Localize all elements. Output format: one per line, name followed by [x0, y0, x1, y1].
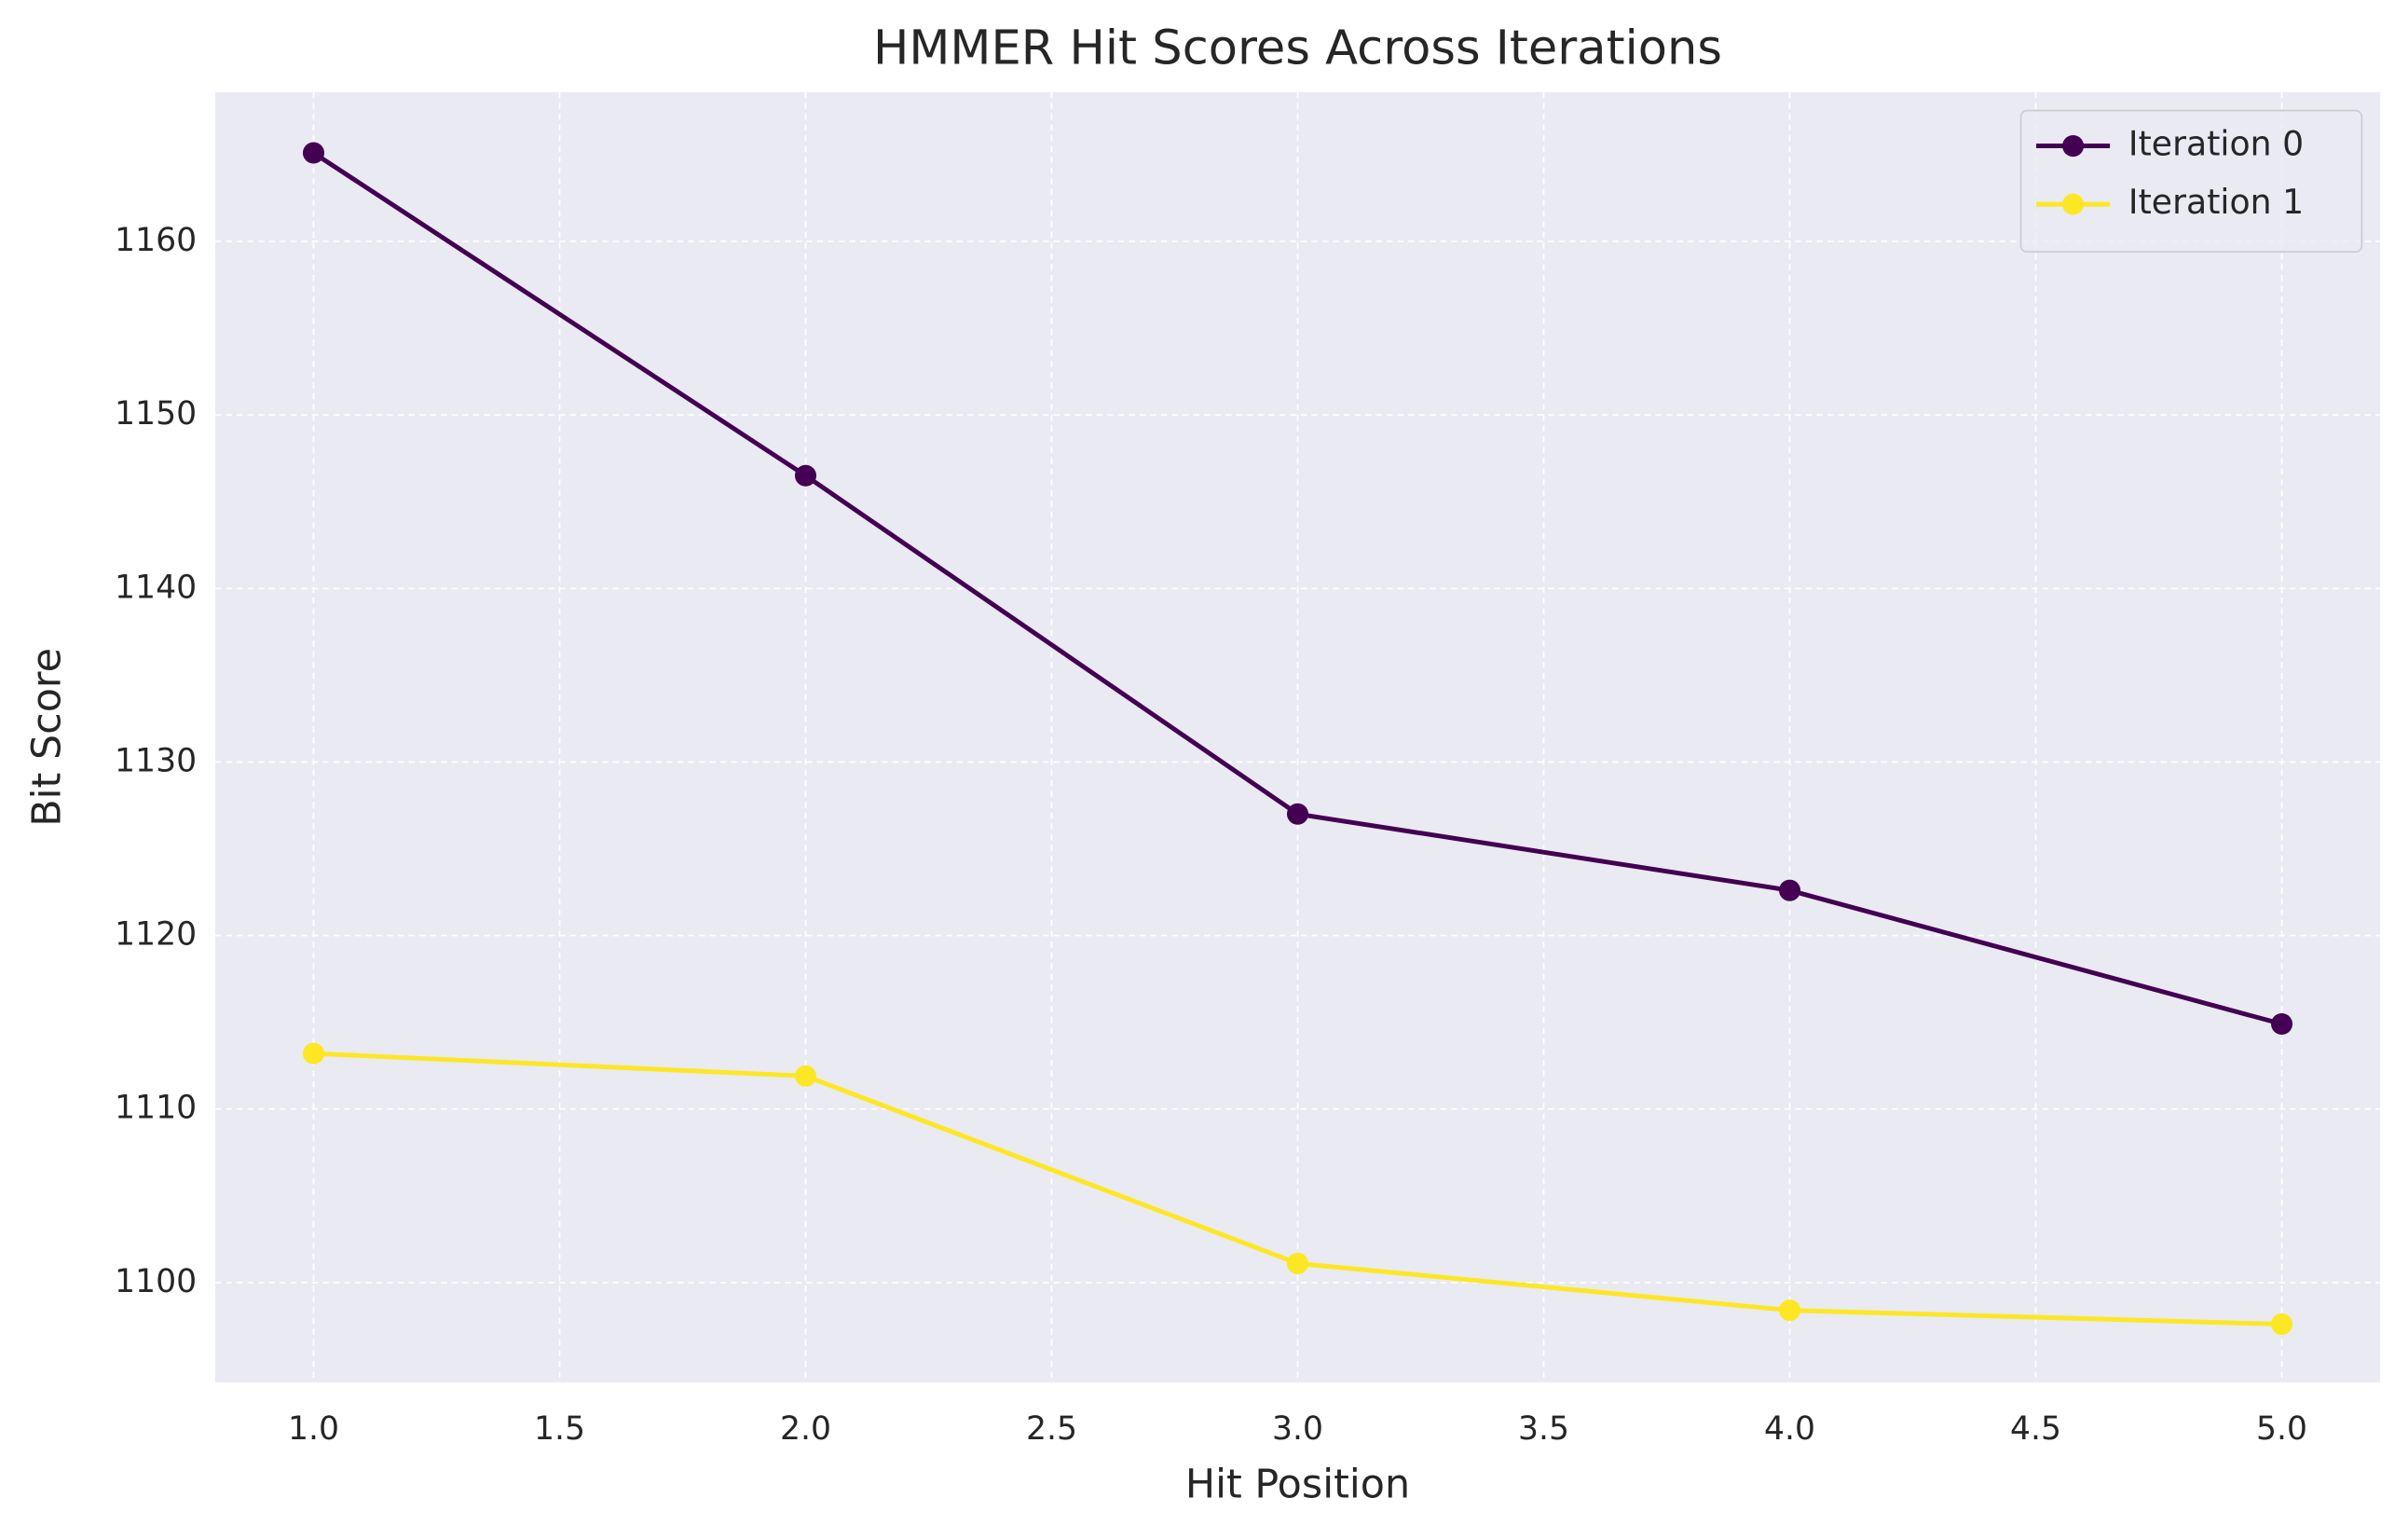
x-tick-label: 1.0 — [288, 1410, 339, 1448]
y-tick-label: 1150 — [115, 395, 197, 433]
data-point — [302, 142, 325, 164]
x-tick-label: 3.5 — [1518, 1410, 1569, 1448]
data-point — [1778, 1299, 1801, 1322]
y-tick-label: 1110 — [115, 1090, 197, 1127]
y-tick-label: 1120 — [115, 916, 197, 954]
data-point — [1286, 1252, 1309, 1274]
data-point — [1778, 879, 1801, 901]
grid: 1100 1110 1120 1130 1140 1150 1160 1.0 1.5 2.0 2.5… — [115, 91, 2381, 1448]
lines — [302, 142, 2293, 1336]
data-point — [794, 1065, 817, 1087]
legend: Iteration 0 Iteration 1 — [2019, 109, 2363, 254]
x-tick-label: 3.0 — [1272, 1410, 1323, 1448]
y-tick-label: 1130 — [115, 742, 197, 779]
legend-marker — [2062, 134, 2085, 158]
x-axis-label: Hit Position — [1185, 1461, 1410, 1507]
x-tick-label: 4.5 — [2010, 1410, 2061, 1448]
y-tick-label: 1100 — [115, 1263, 197, 1300]
x-tick-label: 2.5 — [1026, 1410, 1077, 1448]
x-tick-label: 5.0 — [2256, 1410, 2307, 1448]
chart-title: HMMER Hit Scores Across Iterations — [873, 21, 1722, 76]
data-point — [302, 1042, 325, 1065]
y-tick-label: 1160 — [115, 222, 197, 259]
y-tick-label: 1140 — [115, 569, 197, 606]
data-point — [794, 464, 817, 487]
legend-label: Iteration 0 — [2128, 124, 2304, 164]
data-point — [2271, 1313, 2293, 1336]
x-tick-label: 1.5 — [534, 1410, 585, 1448]
plot-area — [214, 91, 2381, 1382]
data-point — [1286, 803, 1309, 825]
x-tick-label: 2.0 — [780, 1410, 831, 1448]
legend-label: Iteration 1 — [2128, 182, 2304, 222]
y-axis-label: Bit Score — [23, 648, 70, 827]
x-tick-label: 4.0 — [1764, 1410, 1815, 1448]
legend-marker — [2062, 193, 2085, 215]
data-point — [2271, 1012, 2293, 1036]
